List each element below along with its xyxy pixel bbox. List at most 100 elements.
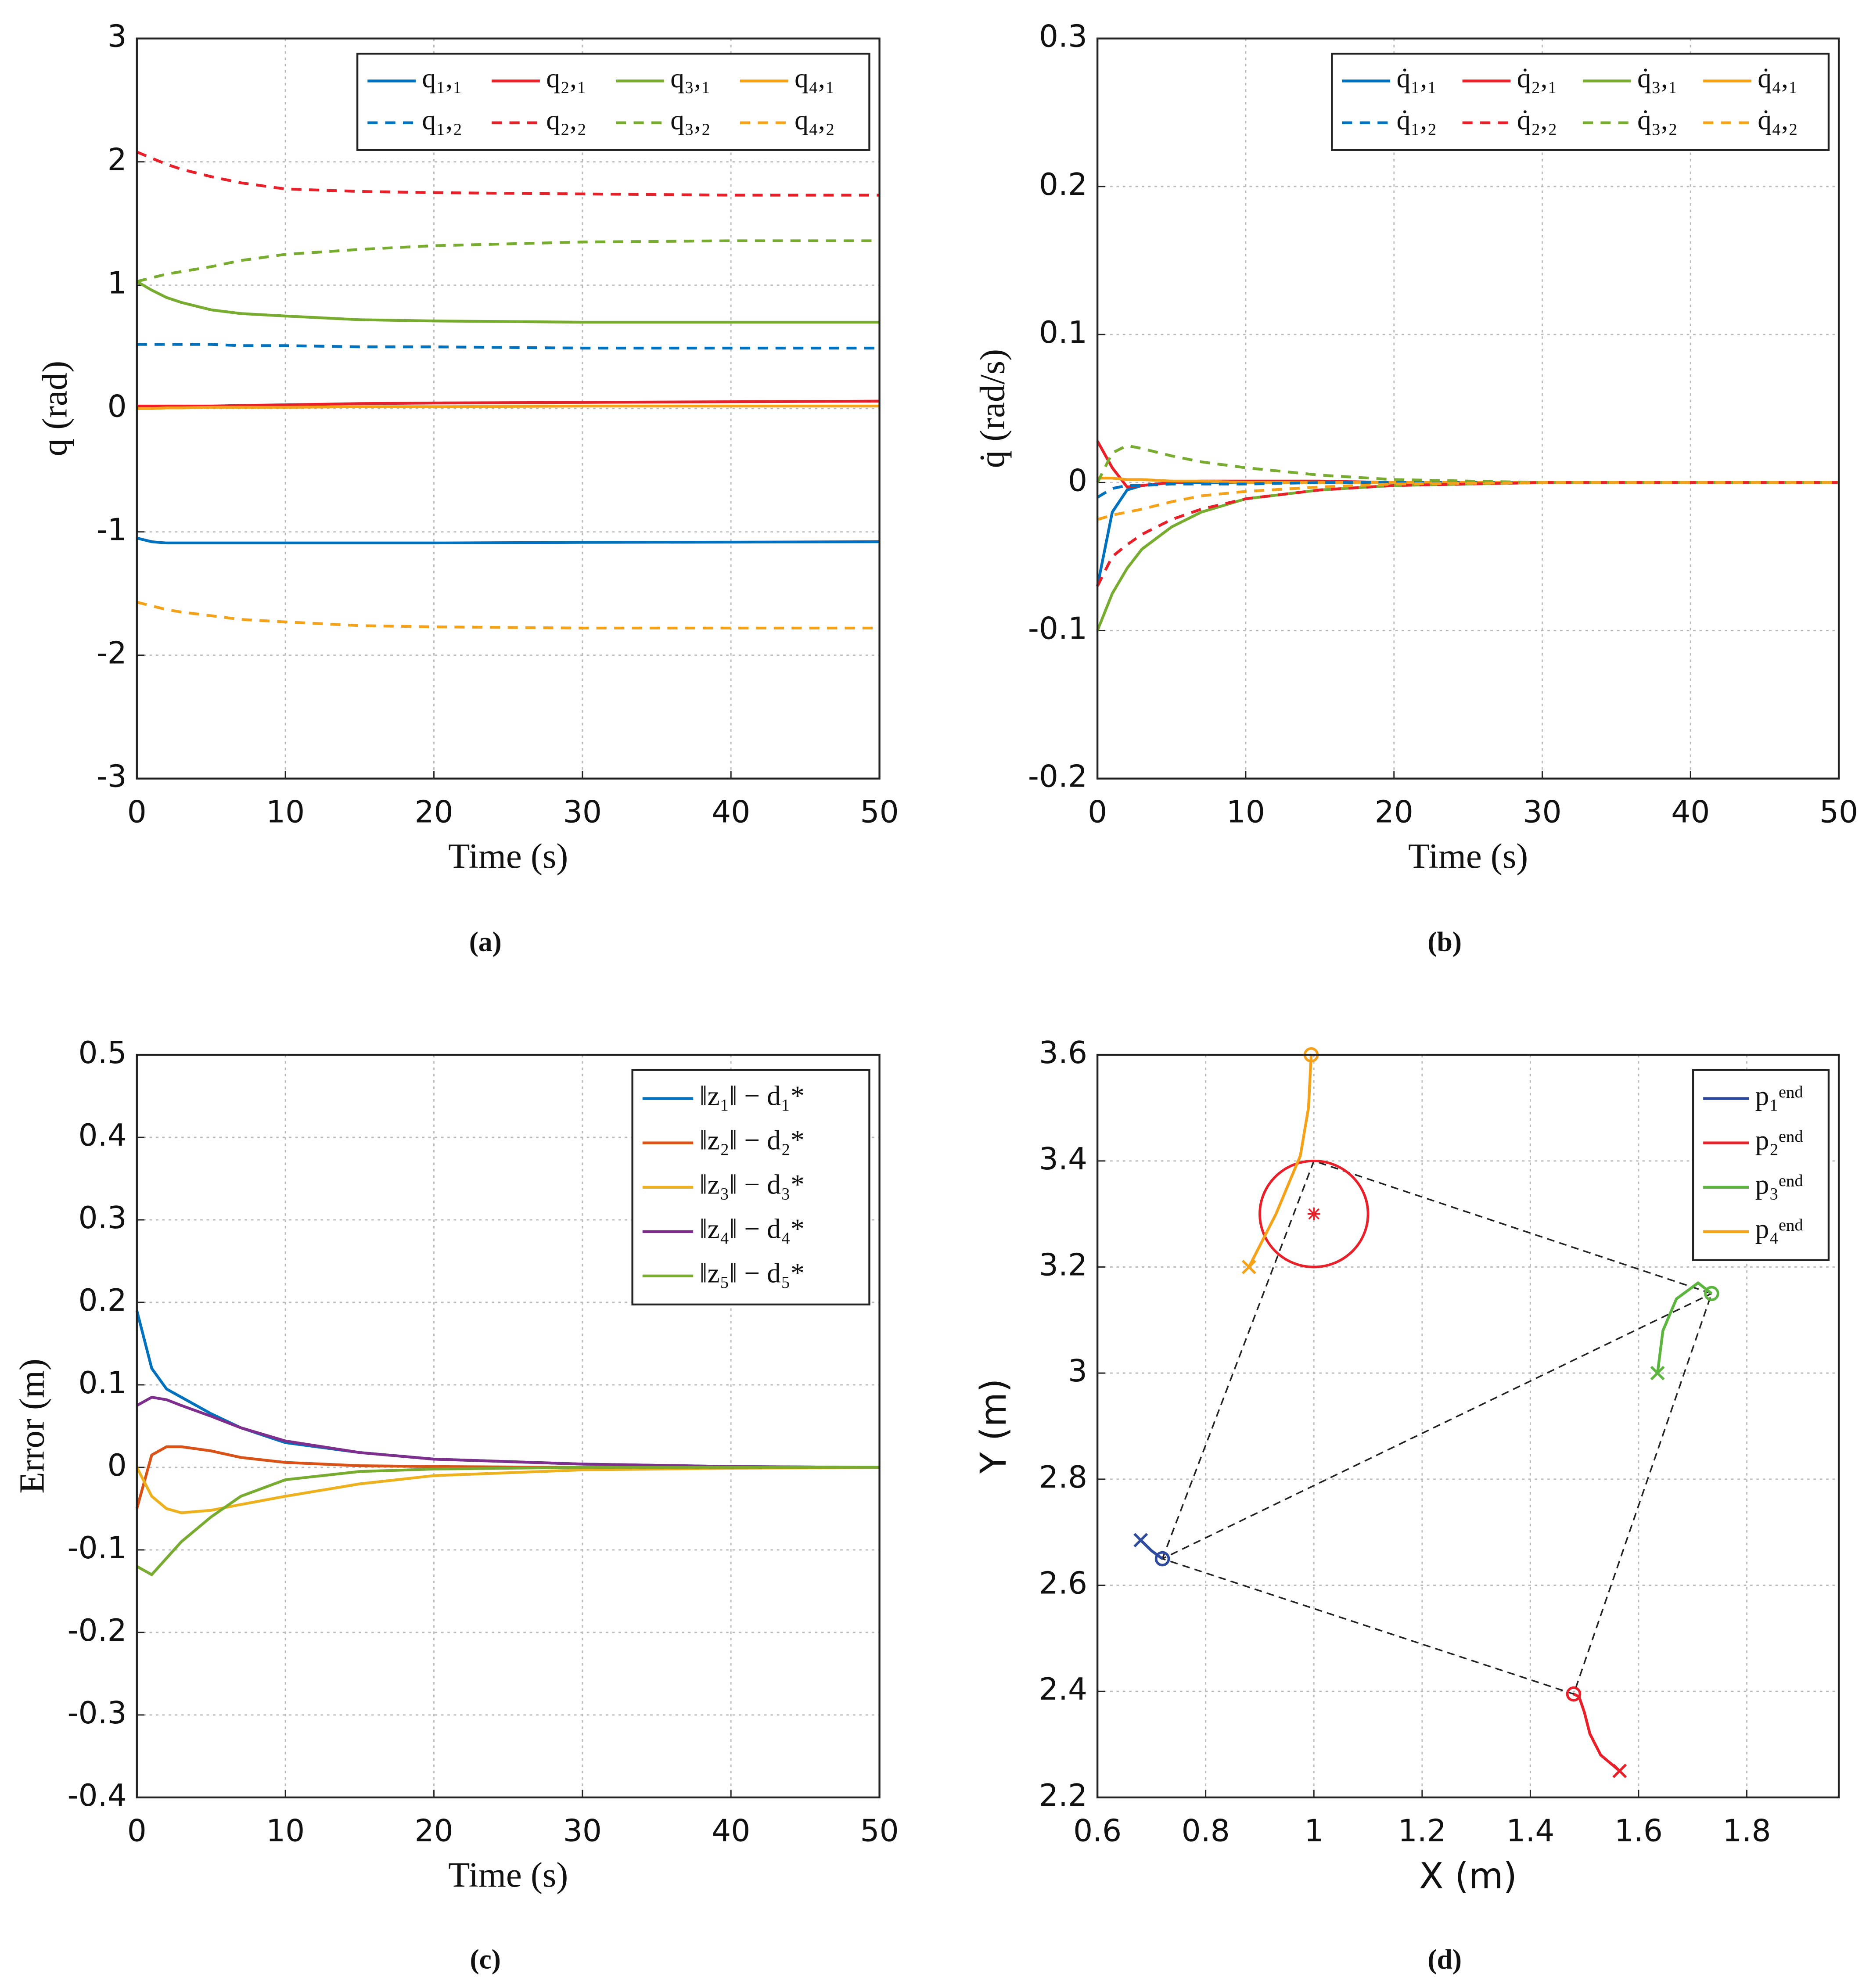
start-marker — [1650, 1366, 1665, 1380]
y-tick-label: -0.1 — [68, 1531, 127, 1566]
y-tick-label: 3.6 — [1039, 1035, 1087, 1071]
axes-box — [1096, 1053, 1840, 1799]
legend-label: q̇₃,₁ — [1637, 62, 1678, 93]
legend-label: q₄,₂ — [794, 104, 835, 135]
x-tick-label: 1.6 — [1614, 1814, 1663, 1849]
y-tick-label: 2.4 — [1039, 1672, 1087, 1707]
y-tick-label: 0 — [108, 1448, 127, 1483]
y-tick-label: 0.4 — [79, 1118, 127, 1153]
legend-label: ‖z₁‖ − d₁* — [700, 1080, 805, 1111]
y-tick-label: 0.3 — [79, 1201, 127, 1236]
y-tick-label: 2.8 — [1039, 1460, 1087, 1495]
y-tick-label: 0 — [1068, 463, 1087, 498]
x-tick-label: 50 — [860, 1814, 899, 1849]
caption: (c) — [470, 1944, 500, 1975]
y-tick-label: 2.2 — [1039, 1778, 1087, 1813]
x-tick-label: 20 — [1375, 795, 1413, 830]
y-tick-label: 0.2 — [1039, 167, 1087, 202]
legend-label: q̇₄,₁ — [1758, 62, 1798, 93]
y-tick-label: 0 — [108, 389, 127, 424]
y-tick-label: -0.1 — [1028, 611, 1087, 647]
x-tick-label: 0.8 — [1182, 1814, 1230, 1849]
y-tick-label: 2 — [108, 143, 127, 178]
x-tick-label: 30 — [563, 795, 602, 830]
legend-label: p₃ᵉⁿᵈ — [1755, 1168, 1804, 1200]
end-marker — [1154, 1551, 1170, 1567]
line-series — [135, 1466, 880, 1514]
y-tick-label: 3 — [108, 19, 127, 54]
x-tick-label: 0 — [1088, 795, 1107, 830]
legend-label: q̇₂,₁ — [1517, 62, 1557, 93]
line-series — [137, 536, 880, 545]
line-series — [137, 399, 880, 408]
axes-box — [1096, 37, 1840, 780]
x-tick-label: 1 — [1304, 1814, 1323, 1849]
trajectory — [1573, 1693, 1621, 1772]
legend-label: ‖z₃‖ − d₃* — [700, 1168, 805, 1200]
y-tick-label: -2 — [97, 636, 127, 671]
line-series — [136, 280, 880, 324]
x-tick-label: 40 — [712, 1814, 750, 1849]
x-tick-label: 1.2 — [1398, 1814, 1446, 1849]
trajectory — [1656, 1281, 1713, 1373]
start-marker — [1612, 1763, 1627, 1778]
x-tick-label: 30 — [563, 1814, 602, 1849]
obstacle — [1258, 1159, 1370, 1269]
trajectory — [1247, 1054, 1313, 1268]
x-tick-label: 1.4 — [1506, 1814, 1554, 1849]
line-series — [137, 343, 880, 350]
x-axis-label: Time (s) — [1408, 837, 1528, 876]
line-series — [137, 404, 880, 410]
legend-label: p₂ᵉⁿᵈ — [1755, 1124, 1804, 1155]
axes-box — [136, 1053, 881, 1799]
obstacle-center — [1307, 1208, 1320, 1221]
legend-label: q̇₄,₂ — [1758, 104, 1798, 135]
x-tick-label: 0 — [127, 1814, 147, 1849]
legend-box — [1692, 1069, 1830, 1261]
x-tick-label: 0 — [127, 795, 147, 830]
x-tick-label: 20 — [414, 1814, 453, 1849]
y-tick-label: 3 — [1068, 1354, 1087, 1389]
y-tick-label: 0.2 — [79, 1283, 127, 1318]
legend-label: q₁,₁ — [422, 62, 462, 93]
legend-label: ‖z₄‖ − d₄* — [700, 1213, 805, 1244]
legend-label: q̇₁,₂ — [1396, 104, 1437, 135]
start-marker — [1241, 1259, 1256, 1274]
y-tick-label: -0.3 — [68, 1696, 127, 1731]
y-tick-label: -0.2 — [68, 1613, 127, 1648]
y-tick-label: 1 — [108, 266, 127, 301]
line-series — [1097, 481, 1839, 521]
end-marker — [1566, 1686, 1582, 1702]
x-tick-label: 40 — [712, 795, 750, 830]
legend-label: q₁,₂ — [422, 104, 462, 135]
line-series — [136, 1395, 880, 1469]
plot-area — [1097, 38, 1839, 779]
legend-label: ‖z₂‖ − d₂* — [700, 1124, 805, 1155]
legend-label: q₃,₂ — [670, 104, 711, 135]
legend-label: p₄ᵉⁿᵈ — [1755, 1213, 1804, 1244]
y-axis-label: Error (m) — [12, 1359, 51, 1493]
caption: (a) — [469, 926, 502, 957]
x-tick-label: 10 — [1226, 795, 1265, 830]
x-tick-label: 40 — [1671, 795, 1710, 830]
legend-label: q̇₃,₂ — [1637, 104, 1678, 135]
start-marker — [1133, 1533, 1148, 1548]
x-axis-label: Time (s) — [448, 837, 568, 876]
end-marker — [1704, 1286, 1719, 1301]
y-tick-label: 0.3 — [1039, 19, 1087, 54]
legend-label: p₁ᵉⁿᵈ — [1755, 1080, 1804, 1111]
y-tick-label: 3.4 — [1039, 1142, 1087, 1177]
legend-box — [356, 53, 870, 151]
line-series — [1096, 481, 1839, 587]
y-axis-label: q (rad) — [35, 361, 74, 457]
line-series — [137, 239, 880, 283]
y-tick-label: 2.6 — [1039, 1566, 1087, 1601]
legend-label: q₂,₂ — [546, 104, 586, 135]
legend-label: q₃,₁ — [670, 62, 711, 93]
y-tick-label: 0.5 — [79, 1035, 127, 1071]
y-tick-label: -3 — [97, 759, 127, 794]
y-tick-label: -1 — [97, 513, 127, 548]
y-tick-label: -0.4 — [68, 1778, 127, 1813]
